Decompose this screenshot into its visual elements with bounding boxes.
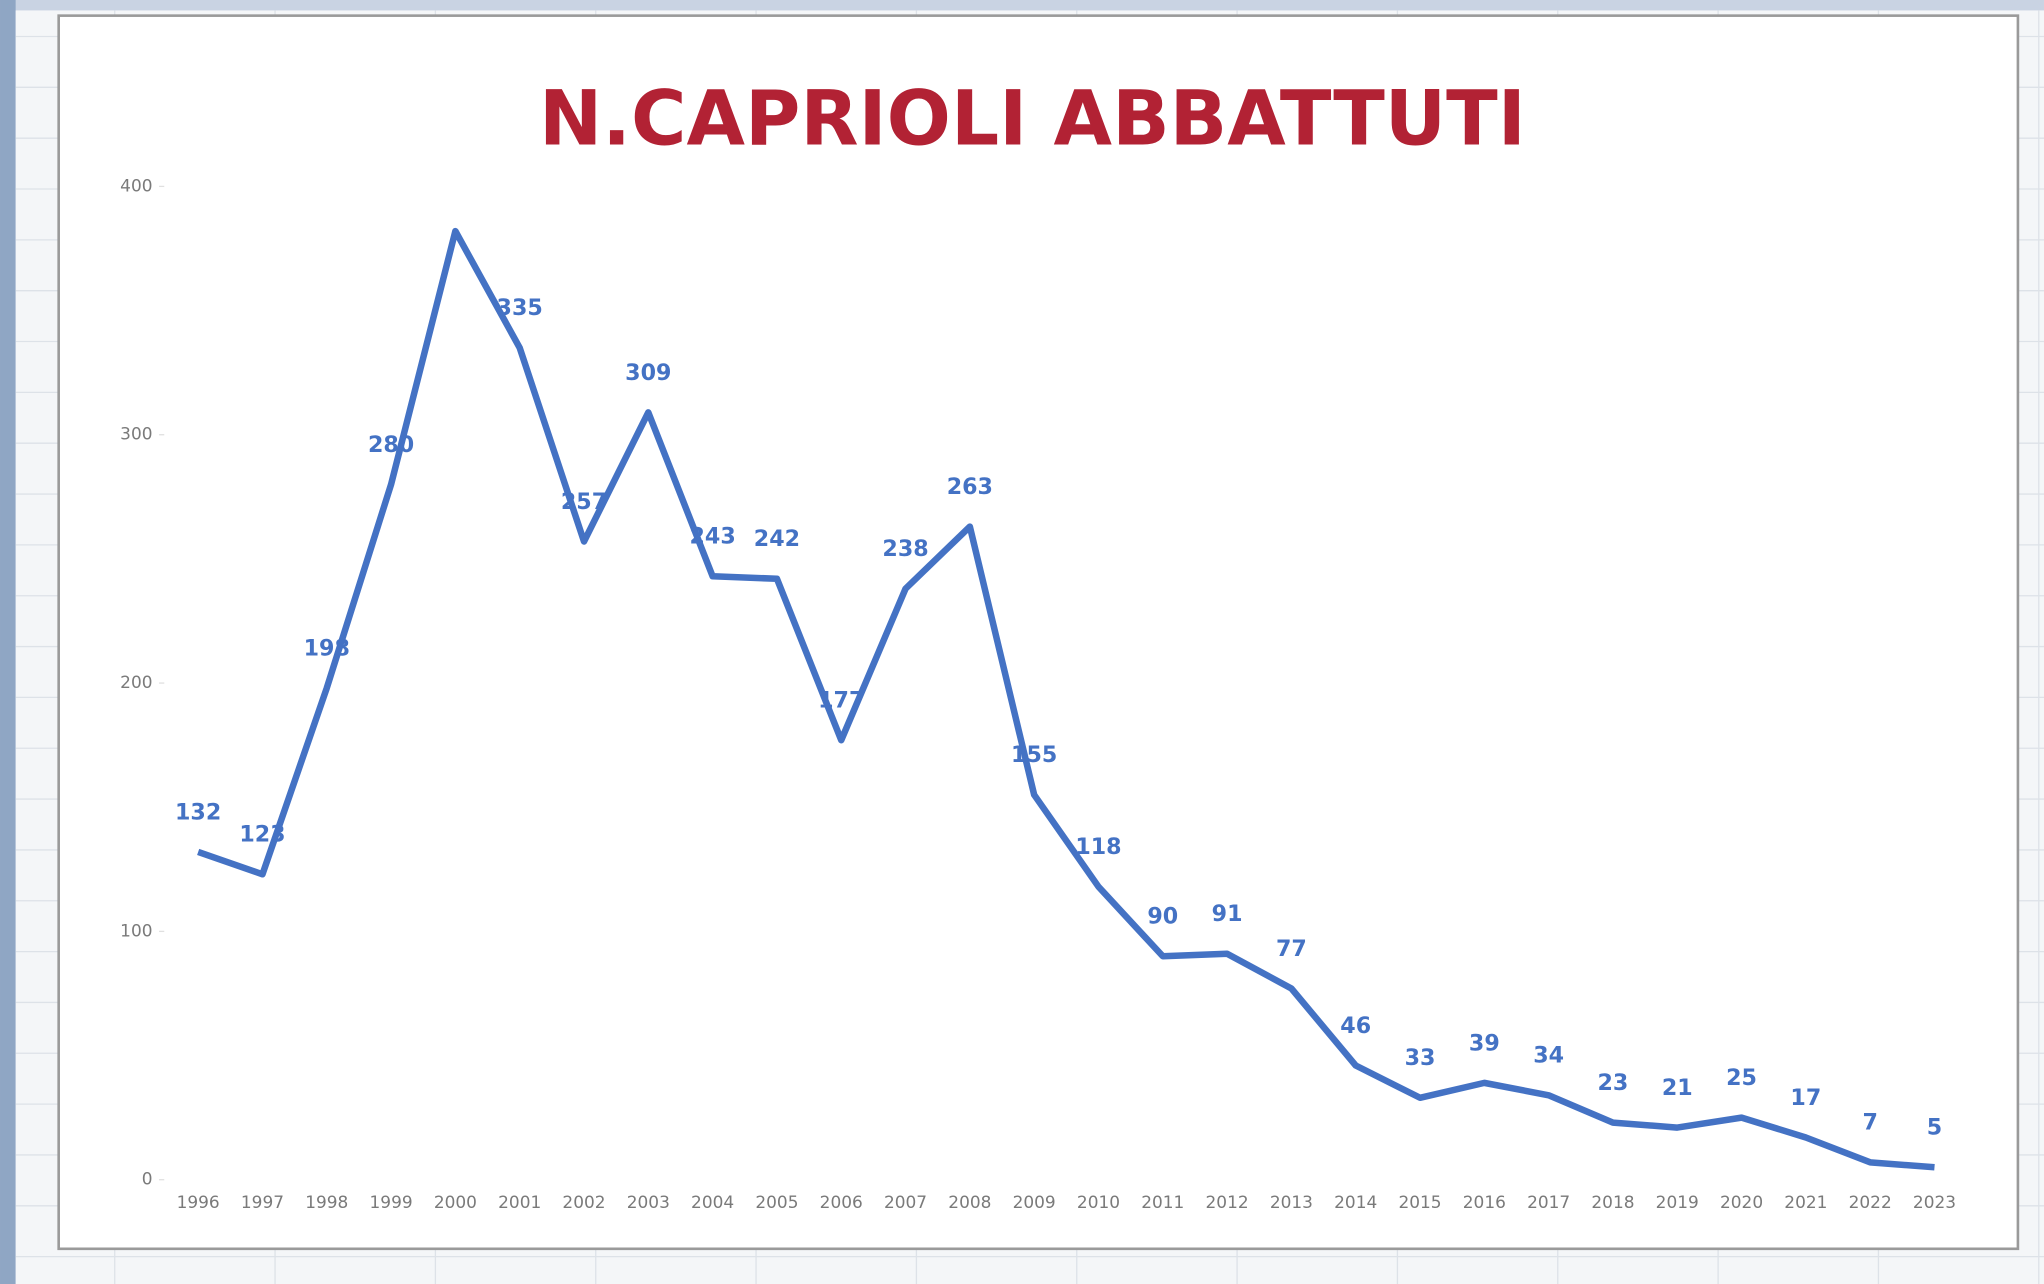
x-tick-label: 2019 (1656, 1192, 1699, 1212)
data-label: 5 (1927, 1115, 1942, 1141)
x-tick-label: 2014 (1334, 1192, 1377, 1212)
data-label: 198 (304, 635, 350, 661)
data-label: 238 (882, 536, 928, 562)
line (197, 227, 1935, 1171)
chart-title: N.CAPRIOLI ABBATTUTI (539, 74, 1526, 162)
data-label: 91 (1212, 901, 1243, 927)
data-label: 46 (1340, 1013, 1371, 1039)
y-tick-label: 300 (120, 424, 152, 444)
left-strip (0, 0, 16, 1284)
x-tick-label: 2006 (820, 1192, 863, 1212)
y-tick-label: 200 (120, 672, 152, 692)
x-tick-label: 2007 (884, 1192, 927, 1212)
data-label: 34 (1533, 1043, 1564, 1069)
data-label: 33 (1405, 1045, 1436, 1071)
x-tick-label: 2005 (755, 1192, 798, 1212)
x-tick-label: 2002 (562, 1192, 605, 1212)
x-tick-label: 2011 (1141, 1192, 1184, 1212)
data-label: 132 (175, 799, 221, 825)
x-tick-label: 2004 (691, 1192, 734, 1212)
x-tick-label: 1997 (241, 1192, 284, 1212)
data-label: 118 (1075, 834, 1121, 860)
x-tick-label: 2022 (1849, 1192, 1892, 1212)
data-label: 21 (1662, 1075, 1693, 1101)
data-label: 335 (497, 295, 543, 321)
data-label: 155 (1011, 742, 1057, 768)
data-label: 90 (1147, 904, 1178, 930)
x-tick-label: 1999 (370, 1192, 413, 1212)
x-tick-label: 2015 (1398, 1192, 1441, 1212)
x-tick-label: 2010 (1077, 1192, 1120, 1212)
data-label: 123 (239, 822, 285, 848)
data-label: 77 (1276, 936, 1307, 962)
x-tick-label: 2013 (1270, 1192, 1313, 1212)
x-tick-label: 2016 (1463, 1192, 1506, 1212)
data-label: 263 (947, 474, 993, 500)
data-label: 25 (1726, 1065, 1757, 1091)
x-tick-label: 2021 (1784, 1192, 1827, 1212)
x-tick-label: 1998 (305, 1192, 348, 1212)
x-tick-label: 2020 (1720, 1192, 1763, 1212)
x-tick-label: 2001 (498, 1192, 541, 1212)
data-label: 309 (625, 360, 671, 386)
data-label: 17 (1790, 1085, 1821, 1111)
chart-area (57, 14, 2020, 1251)
x-tick-label: 1996 (177, 1192, 220, 1212)
data-label: 257 (561, 489, 607, 515)
x-tick-label: 2023 (1913, 1192, 1956, 1212)
x-tick-label: 2017 (1527, 1192, 1570, 1212)
data-label: 23 (1598, 1070, 1629, 1096)
x-tick-label: 2009 (1013, 1192, 1056, 1212)
data-label: 7 (1862, 1110, 1877, 1136)
data-label: 243 (689, 524, 735, 550)
data-label: 39 (1469, 1030, 1500, 1056)
y-tick-label: 400 (120, 175, 152, 195)
x-tick-label: 2003 (627, 1192, 670, 1212)
y-tick-label: 0 (142, 1169, 153, 1189)
x-tick-label: 2000 (434, 1192, 477, 1212)
data-label: 242 (754, 526, 800, 552)
data-label: 280 (368, 432, 414, 458)
data-label: 177 (818, 688, 864, 714)
x-tick-label: 2012 (1206, 1192, 1249, 1212)
y-tick-label: 100 (120, 920, 152, 940)
x-tick-label: 2018 (1591, 1192, 1634, 1212)
x-tick-label: 2008 (948, 1192, 991, 1212)
